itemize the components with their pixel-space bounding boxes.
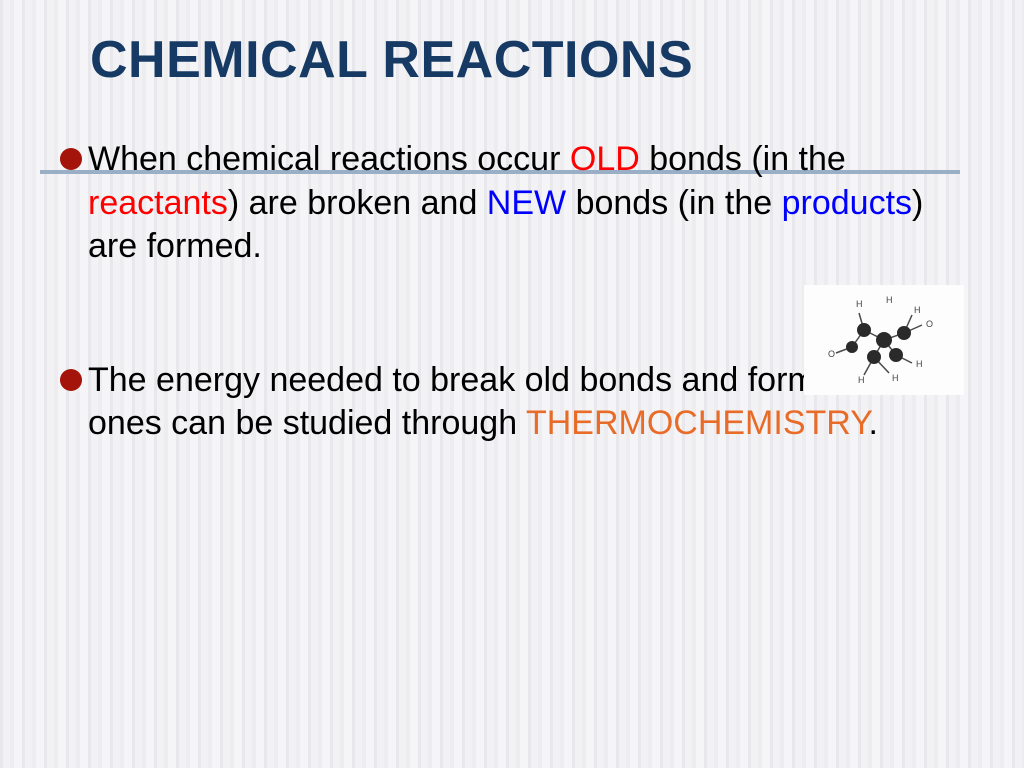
svg-text:H: H bbox=[916, 359, 923, 369]
text-span: products bbox=[782, 184, 912, 222]
text-span: THERMOCHEMISTRY bbox=[526, 404, 869, 442]
svg-text:H: H bbox=[858, 375, 865, 385]
slide: CHEMICAL REACTIONS When chemical reactio… bbox=[0, 0, 1024, 768]
svg-text:H: H bbox=[892, 373, 899, 383]
svg-text:O: O bbox=[926, 319, 933, 329]
text-span: OLD bbox=[570, 140, 640, 178]
svg-text:H: H bbox=[856, 299, 863, 309]
text-span: When chemical reactions occur bbox=[88, 140, 570, 178]
bullet-icon bbox=[60, 148, 82, 170]
bullet-item: When chemical reactions occur OLD bonds … bbox=[60, 138, 964, 269]
bullet-icon bbox=[60, 369, 82, 391]
svg-text:O: O bbox=[828, 349, 835, 359]
text-span: ) are broken and bbox=[228, 184, 487, 222]
text-span: NEW bbox=[487, 184, 566, 222]
slide-title: CHEMICAL REACTIONS bbox=[90, 30, 964, 90]
text-span: bonds (in the bbox=[640, 140, 846, 178]
text-span: bonds (in the bbox=[566, 184, 781, 222]
svg-text:H: H bbox=[914, 305, 921, 315]
text-span: reactants bbox=[88, 184, 228, 222]
bullet-text-1: When chemical reactions occur OLD bonds … bbox=[88, 138, 964, 269]
molecule-diagram: HOHHHHOH bbox=[804, 285, 964, 395]
text-span: . bbox=[869, 404, 878, 442]
svg-text:H: H bbox=[886, 295, 893, 305]
